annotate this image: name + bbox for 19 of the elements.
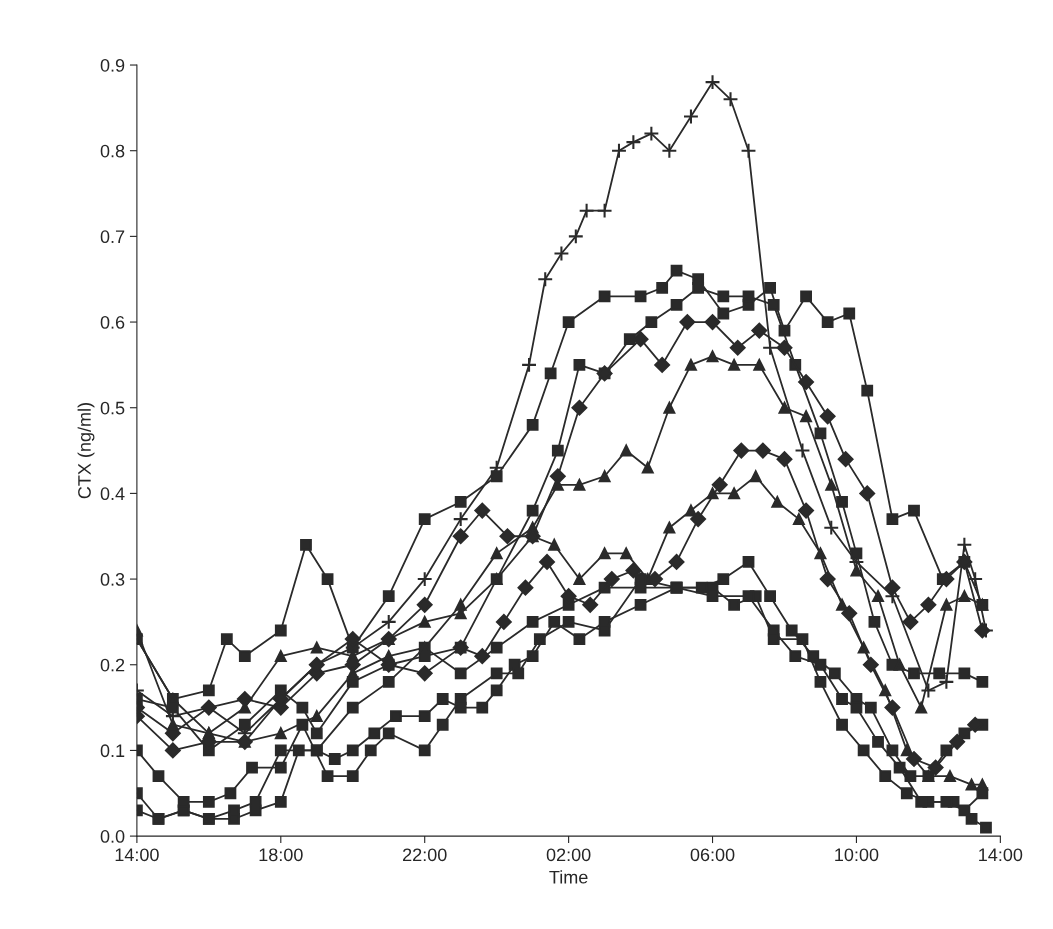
y-tick-label: 0.2: [100, 658, 125, 672]
x-tick-label: 06:00: [690, 848, 735, 862]
y-tick-label: 0.3: [100, 573, 125, 586]
y-axis-title: CTX (ng/ml): [77, 403, 95, 499]
y-tick-label: 0.6: [100, 315, 125, 329]
y-tick-label: 0.0: [100, 830, 125, 843]
y-tick-label: 0.9: [100, 58, 125, 72]
x-axis-title: Time: [549, 870, 588, 884]
y-tick-label: 0.5: [100, 401, 125, 415]
x-tick-label: 02:00: [546, 848, 591, 862]
x-tick-label: 14:00: [115, 848, 159, 862]
x-tick-label: 14:00: [979, 848, 1023, 862]
x-tick-label: 22:00: [403, 848, 447, 862]
y-tick-label: 0.4: [100, 487, 125, 501]
x-tick-label: 10:00: [835, 848, 879, 862]
x-tick-label: 18:00: [259, 848, 303, 862]
y-tick-label: 0.8: [100, 144, 125, 158]
y-tick-label: 0.1: [100, 744, 125, 758]
y-tick-label: 0.7: [100, 230, 125, 244]
